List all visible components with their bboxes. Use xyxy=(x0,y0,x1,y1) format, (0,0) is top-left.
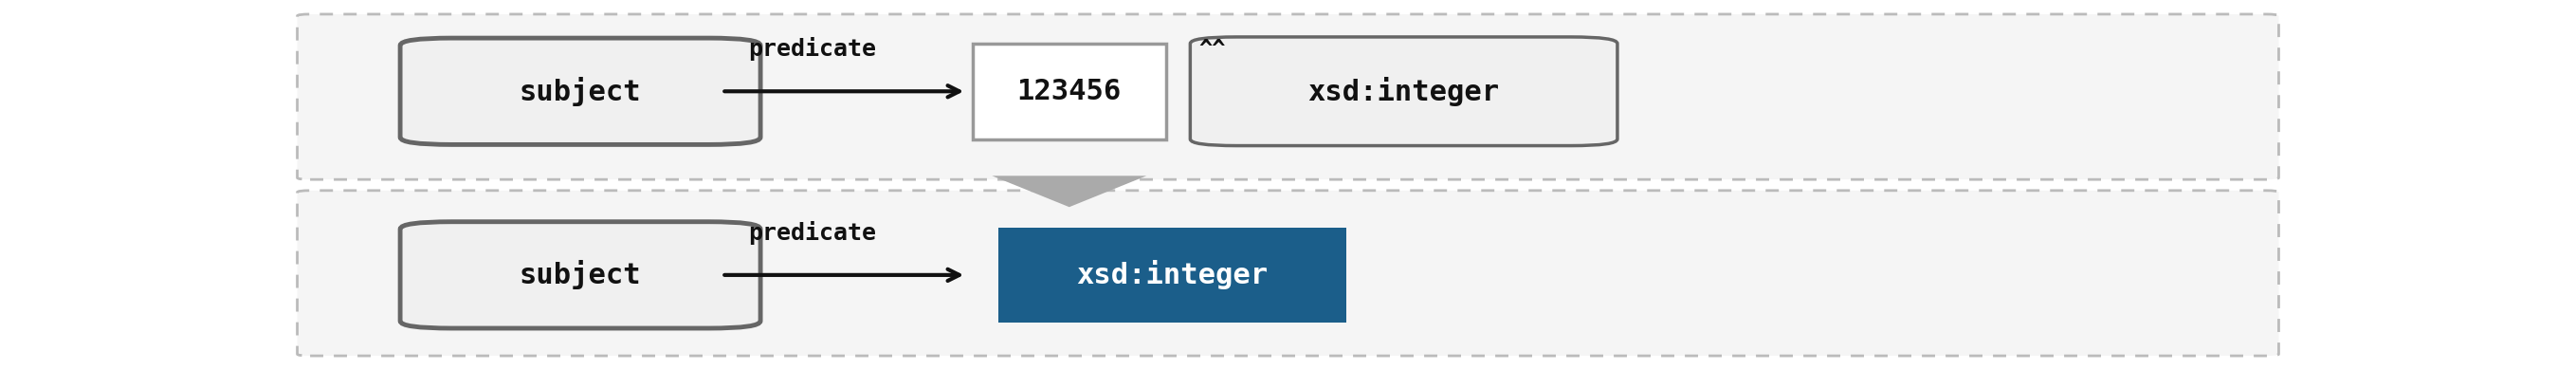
FancyBboxPatch shape xyxy=(296,14,2280,179)
Text: subject: subject xyxy=(520,77,641,106)
FancyBboxPatch shape xyxy=(399,222,760,328)
Text: predicate: predicate xyxy=(747,37,876,61)
FancyBboxPatch shape xyxy=(1190,37,1618,146)
Text: 123456: 123456 xyxy=(1018,78,1121,105)
FancyBboxPatch shape xyxy=(399,38,760,145)
Text: ^^: ^^ xyxy=(1198,38,1226,60)
Bar xyxy=(974,44,1167,139)
Bar xyxy=(999,227,1345,323)
Text: subject: subject xyxy=(520,260,641,290)
Text: xsd:integer: xsd:integer xyxy=(1077,260,1267,290)
Polygon shape xyxy=(992,176,1146,207)
FancyBboxPatch shape xyxy=(296,191,2280,356)
Text: xsd:integer: xsd:integer xyxy=(1309,77,1499,106)
Text: predicate: predicate xyxy=(747,221,876,245)
